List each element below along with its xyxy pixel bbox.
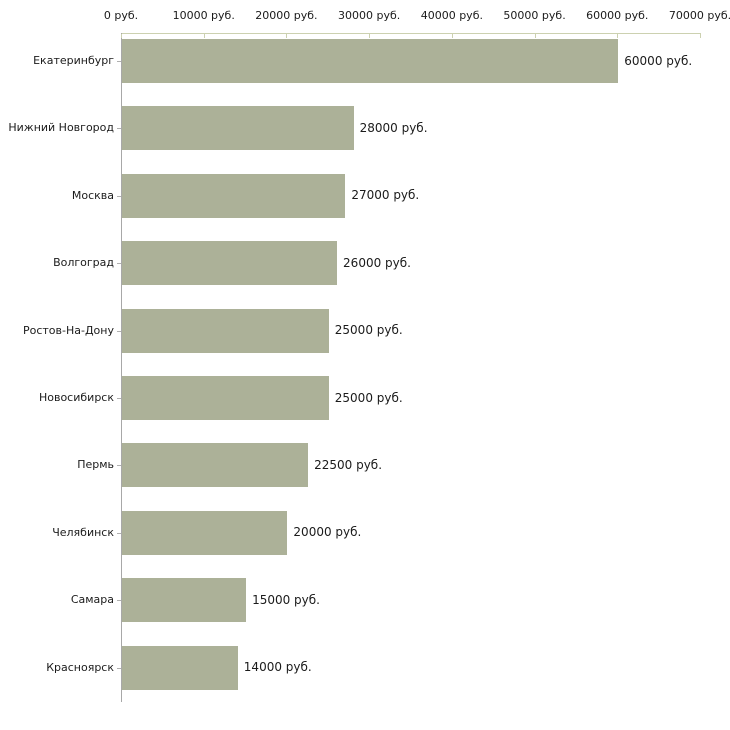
x-axis-line bbox=[121, 33, 701, 34]
x-axis-tick bbox=[700, 34, 701, 38]
x-axis-tick-label: 40000 руб. bbox=[420, 9, 483, 22]
category-tick bbox=[117, 465, 121, 466]
bar bbox=[122, 510, 288, 555]
bar bbox=[122, 645, 238, 690]
value-label: 26000 руб. bbox=[343, 255, 411, 270]
category-label: Челябинск bbox=[52, 525, 114, 539]
y-axis-line bbox=[121, 33, 122, 702]
category-label: Ростов-На-Дону bbox=[22, 323, 114, 337]
x-axis-tick-label: 20000 руб. bbox=[255, 9, 318, 22]
category-label: Новосибирск bbox=[38, 391, 114, 404]
category-tick bbox=[117, 263, 121, 264]
bar bbox=[122, 376, 329, 420]
category-label: Пермь bbox=[77, 458, 114, 472]
category-tick bbox=[117, 398, 121, 399]
x-axis-tick bbox=[369, 34, 371, 38]
bar bbox=[122, 106, 354, 151]
category-tick bbox=[117, 533, 121, 534]
value-label: 15000 руб. bbox=[252, 592, 320, 607]
value-label: 27000 руб. bbox=[351, 188, 420, 203]
bar bbox=[122, 241, 338, 286]
x-axis-tick bbox=[534, 34, 536, 38]
category-tick bbox=[117, 128, 121, 129]
category-label: Красноярск bbox=[46, 660, 114, 674]
category-label: Волгоград bbox=[53, 256, 114, 270]
x-axis-tick-label: 50000 руб. bbox=[503, 9, 566, 22]
x-axis-tick-label: 0 руб. bbox=[103, 9, 139, 22]
category-label: Москва bbox=[71, 188, 114, 202]
category-label: Самара bbox=[70, 593, 114, 607]
x-axis-tick-label: 70000 руб. bbox=[668, 9, 730, 22]
x-axis-tick-label: 10000 руб. bbox=[172, 9, 235, 22]
x-axis-tick-label: 30000 руб. bbox=[338, 9, 401, 22]
value-label: 20000 руб. bbox=[293, 525, 362, 540]
value-label: 60000 руб. bbox=[624, 53, 693, 68]
value-label: 28000 руб. bbox=[359, 120, 428, 135]
x-axis-tick bbox=[203, 34, 205, 38]
x-axis-tick bbox=[617, 34, 619, 38]
bar bbox=[122, 173, 346, 218]
value-label: 14000 руб. bbox=[243, 660, 312, 675]
category-tick bbox=[117, 196, 121, 197]
x-axis-tick bbox=[286, 34, 288, 38]
bar bbox=[122, 308, 329, 353]
category-tick bbox=[117, 668, 121, 669]
bar bbox=[122, 443, 309, 488]
x-axis-tick bbox=[451, 34, 453, 38]
category-label: Екатеринбург bbox=[33, 54, 114, 67]
category-label: Нижний Новгород bbox=[8, 121, 114, 135]
category-tick bbox=[117, 600, 121, 601]
category-tick bbox=[117, 331, 121, 332]
bar bbox=[122, 578, 247, 623]
x-axis-tick bbox=[121, 34, 122, 38]
x-axis-tick-label: 60000 руб. bbox=[586, 9, 649, 22]
category-tick bbox=[117, 61, 121, 62]
bar bbox=[122, 39, 619, 83]
value-label: 25000 руб. bbox=[334, 390, 403, 405]
value-label: 25000 руб. bbox=[334, 323, 403, 338]
value-label: 22500 руб. bbox=[314, 457, 383, 472]
